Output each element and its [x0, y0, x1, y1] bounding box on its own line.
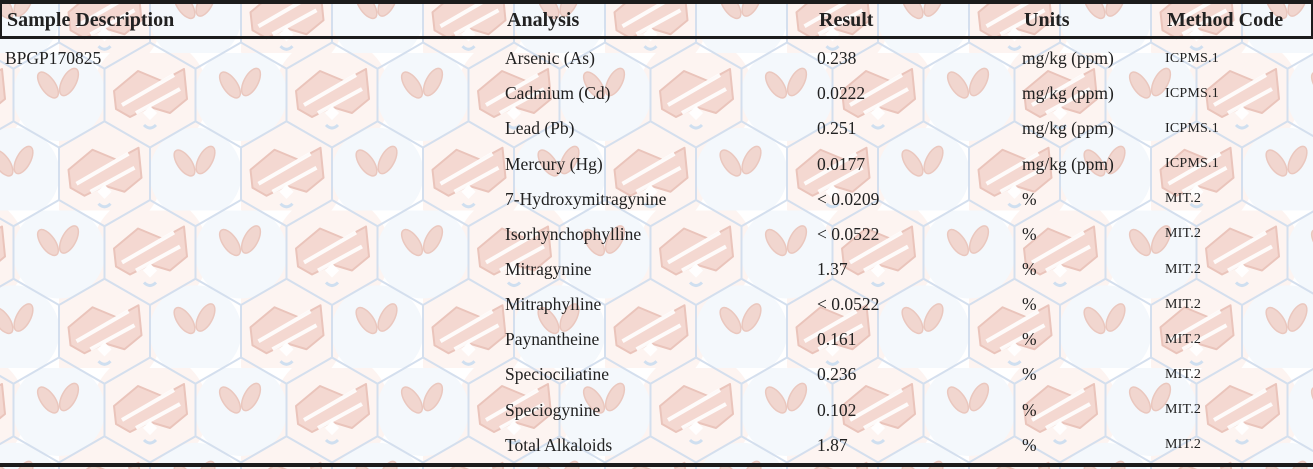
cell-analysis: Lead (Pb)	[505, 118, 575, 139]
cell-units: %	[1022, 434, 1037, 455]
table-row: Mitraphylline < 0.0522% MIT.2	[0, 287, 1313, 322]
cell-analysis: Total Alkaloids	[505, 434, 613, 455]
cell-method-code: MIT.2	[1165, 366, 1202, 382]
cell-analysis: Mitragynine	[505, 259, 592, 280]
table-row: Speciociliatine 0.236% MIT.2	[0, 357, 1313, 392]
cell-units: mg/kg (ppm)	[1022, 48, 1114, 69]
col-header-sample-description: Sample Description	[7, 8, 175, 31]
cell-method-code: MIT.2	[1165, 437, 1202, 453]
table-row: 7-Hydroxymitragynine < 0.0209% MIT.2	[0, 182, 1313, 217]
table-row: Total Alkaloids 1.87% MIT.2	[0, 428, 1313, 463]
cell-method-code: MIT.2	[1165, 226, 1202, 242]
cell-analysis: Cadmium (Cd)	[505, 83, 611, 104]
col-header-result: Result	[819, 8, 874, 31]
cell-result: 0.0177	[817, 153, 866, 174]
table-row: Cadmium (Cd) 0.0222 mg/kg (ppm) ICPMS.1	[0, 76, 1313, 111]
cell-method-code: ICPMS.1	[1165, 156, 1219, 172]
cell-method-code: ICPMS.1	[1165, 120, 1219, 136]
cell-units: %	[1022, 188, 1037, 209]
cell-units: %	[1022, 399, 1037, 420]
table-row: Paynantheine 0.161% MIT.2	[0, 322, 1313, 357]
cell-analysis: Isorhynchophylline	[505, 223, 642, 244]
cell-result: 0.0222	[817, 83, 866, 104]
cell-analysis: Paynantheine	[505, 329, 600, 350]
cell-sample-description: BPGP170825	[5, 48, 102, 69]
cell-units: mg/kg (ppm)	[1022, 153, 1114, 174]
cell-analysis: Mercury (Hg)	[505, 153, 603, 174]
cell-result: 1.87	[817, 434, 848, 455]
col-header-analysis: Analysis	[507, 8, 580, 31]
cell-result: 0.251	[817, 118, 857, 139]
cell-method-code: MIT.2	[1165, 296, 1202, 312]
cell-result: 0.161	[817, 329, 857, 350]
cell-result: 0.238	[817, 48, 857, 69]
cell-units: %	[1022, 259, 1037, 280]
table-row: Isorhynchophylline < 0.0522% MIT.2	[0, 217, 1313, 252]
cell-analysis: Speciociliatine	[505, 364, 609, 385]
col-header-method-code: Method Code	[1167, 8, 1284, 31]
cell-method-code: MIT.2	[1165, 331, 1202, 347]
table-row: Mercury (Hg) 0.0177 mg/kg (ppm) ICPMS.1	[0, 146, 1313, 181]
table-header-row: Sample Description Analysis Result Units…	[0, 0, 1313, 39]
cell-method-code: ICPMS.1	[1165, 85, 1219, 101]
cell-units: %	[1022, 329, 1037, 350]
cell-result: 1.37	[817, 259, 848, 280]
cell-result: < 0.0209	[817, 188, 880, 209]
cell-result: 0.102	[817, 399, 857, 420]
cell-analysis: Speciogynine	[505, 399, 601, 420]
cell-result: < 0.0522	[817, 223, 880, 244]
cell-analysis: Arsenic (As)	[505, 48, 595, 69]
cell-result: 0.236	[817, 364, 857, 385]
col-header-units: Units	[1024, 8, 1070, 31]
table-row: Lead (Pb) 0.251 mg/kg (ppm) ICPMS.1	[0, 111, 1313, 146]
cell-units: %	[1022, 294, 1037, 315]
cell-units: mg/kg (ppm)	[1022, 83, 1114, 104]
cell-analysis: Mitraphylline	[505, 294, 602, 315]
cell-units: %	[1022, 223, 1037, 244]
cell-units: mg/kg (ppm)	[1022, 118, 1114, 139]
table-bottom-border	[0, 462, 1313, 467]
cell-analysis: 7-Hydroxymitragynine	[505, 188, 667, 209]
cell-units: %	[1022, 364, 1037, 385]
table-row: Speciogynine 0.102% MIT.2	[0, 393, 1313, 428]
table-row: BPGP170825 Arsenic (As) 0.238 mg/kg (ppm) IC…	[0, 41, 1313, 76]
table-body: BPGP170825 Arsenic (As) 0.238 mg/kg (ppm) IC…	[0, 39, 1313, 463]
cell-method-code: MIT.2	[1165, 191, 1202, 207]
cell-method-code: MIT.2	[1165, 261, 1202, 277]
cell-result: < 0.0522	[817, 294, 880, 315]
cell-method-code: MIT.2	[1165, 402, 1202, 418]
cell-method-code: ICPMS.1	[1165, 50, 1219, 66]
table-row: Mitragynine 1.37% MIT.2	[0, 252, 1313, 287]
